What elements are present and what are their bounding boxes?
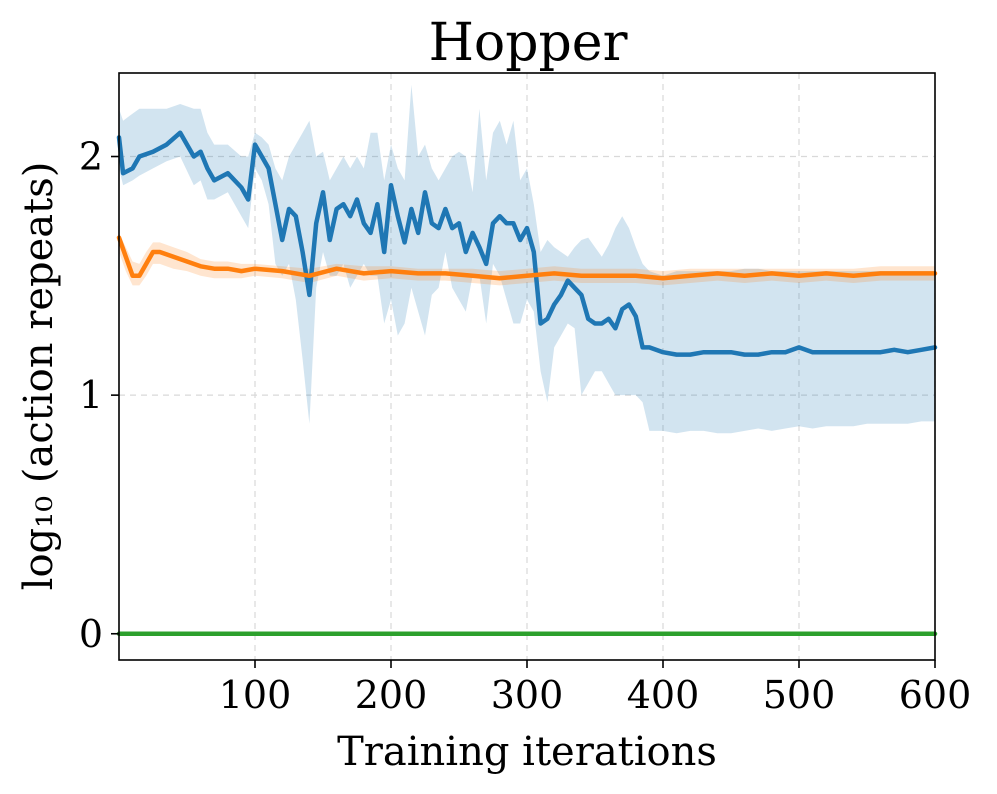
x-tick-label: 500 xyxy=(763,673,836,717)
x-tick-label: 100 xyxy=(219,673,292,717)
y-tick-label: 2 xyxy=(79,135,103,179)
chart-title: Hopper xyxy=(429,13,628,73)
x-tick-label: 200 xyxy=(355,673,428,717)
x-tick-label: 300 xyxy=(491,673,564,717)
series-lines xyxy=(116,130,938,637)
x-tick-label: 400 xyxy=(627,673,700,717)
x-axis-label: Training iterations xyxy=(337,729,717,775)
series-blue-line xyxy=(116,130,938,357)
series-blue-band xyxy=(119,84,935,434)
y-tick-label: 0 xyxy=(79,612,103,656)
y-axis-label: log₁₀ (action repeats) xyxy=(16,162,62,591)
x-tick-label: 600 xyxy=(899,673,972,717)
y-tick-label: 1 xyxy=(79,373,103,417)
series-orange-line xyxy=(116,235,938,281)
axis-ticks: 100 200 300 400 500 600 0 1 2 xyxy=(79,135,971,717)
